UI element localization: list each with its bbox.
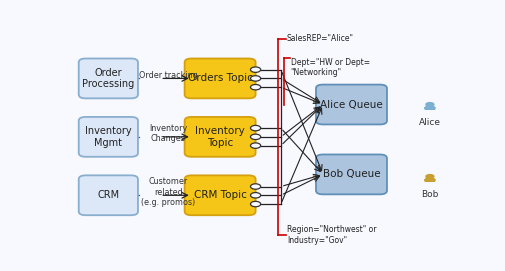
FancyBboxPatch shape [184,175,255,215]
Text: Inventory
Changes: Inventory Changes [149,124,187,143]
Text: Alice Queue: Alice Queue [320,99,382,109]
Text: Orders Topic: Orders Topic [187,73,252,83]
FancyBboxPatch shape [422,109,437,112]
Text: Bob Queue: Bob Queue [322,169,380,179]
FancyBboxPatch shape [184,117,255,157]
Circle shape [250,85,260,90]
Circle shape [250,76,260,81]
FancyBboxPatch shape [315,85,386,124]
Text: Inventory
Mgmt: Inventory Mgmt [85,126,131,148]
FancyBboxPatch shape [79,117,138,157]
Ellipse shape [423,177,435,183]
Text: Alice: Alice [418,118,440,127]
Text: Bob: Bob [420,190,438,199]
Text: SalesREP="Alice": SalesREP="Alice" [286,34,353,43]
Circle shape [250,193,260,198]
Text: Order tracking: Order tracking [139,71,197,80]
FancyBboxPatch shape [79,175,138,215]
Circle shape [250,143,260,148]
Circle shape [250,134,260,140]
Text: CRM: CRM [97,190,119,200]
Text: CRM Topic: CRM Topic [193,190,246,200]
Circle shape [250,201,260,207]
Text: Inventory
Topic: Inventory Topic [195,126,244,148]
FancyBboxPatch shape [315,154,386,194]
Circle shape [424,174,434,179]
Text: Order
Processing: Order Processing [82,68,134,89]
Text: Dept="HW or Dept=
"Networking": Dept="HW or Dept= "Networking" [290,57,369,77]
Circle shape [250,184,260,189]
Text: Region="Northwest" or
Industry="Gov": Region="Northwest" or Industry="Gov" [286,225,376,245]
Circle shape [250,125,260,131]
FancyBboxPatch shape [184,59,255,98]
Text: Customer
related
(e.g. promos): Customer related (e.g. promos) [141,177,195,207]
Circle shape [250,67,260,72]
Circle shape [424,102,434,107]
Ellipse shape [423,105,435,111]
FancyBboxPatch shape [79,59,138,98]
FancyBboxPatch shape [422,182,437,185]
